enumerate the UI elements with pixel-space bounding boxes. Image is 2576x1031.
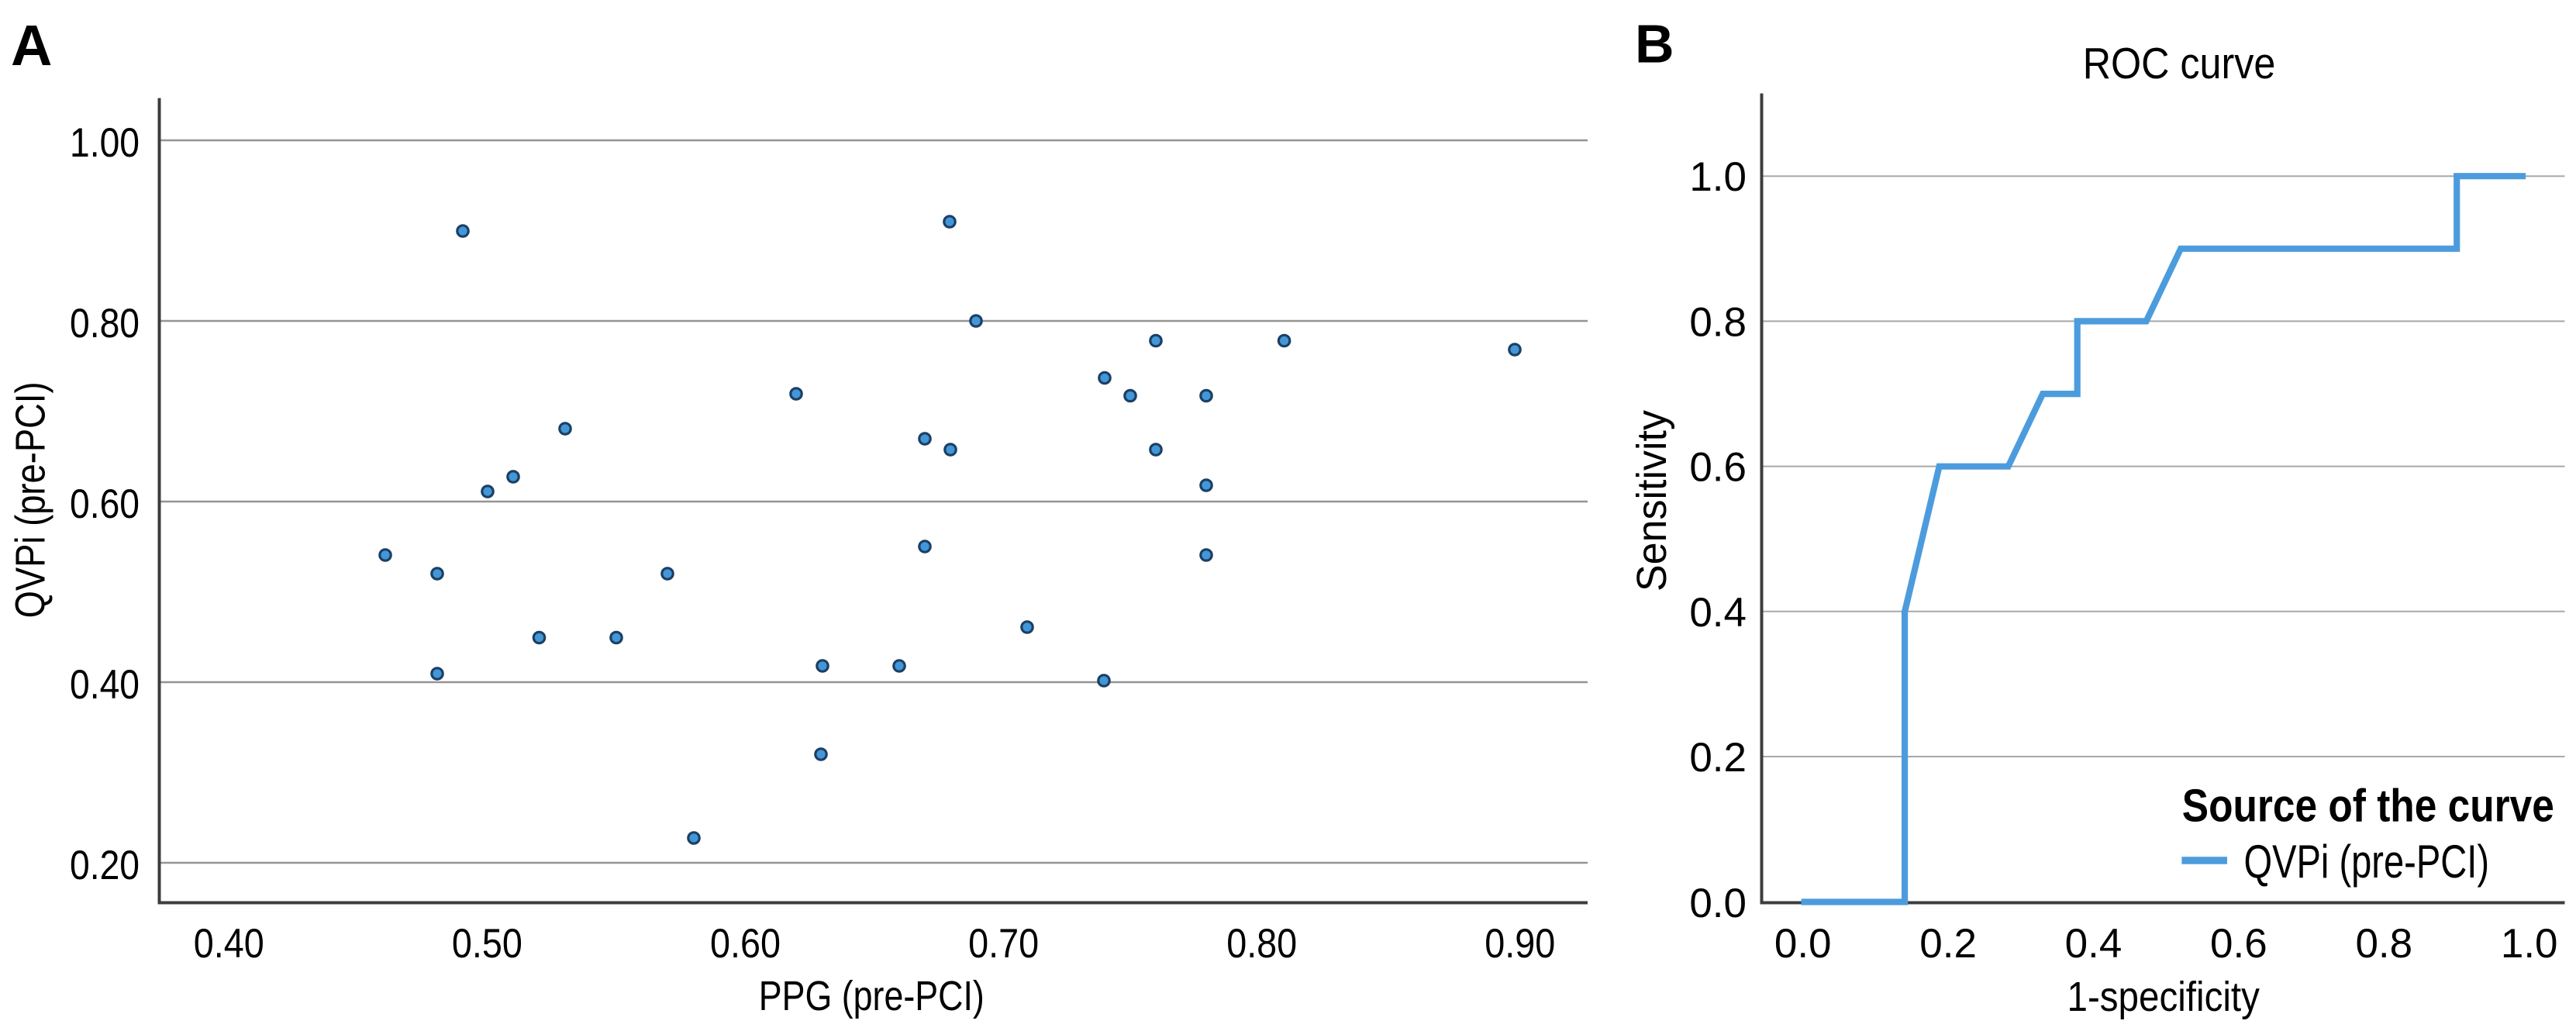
svg-text:PPG (pre-PCI): PPG (pre-PCI) [759,973,985,1019]
svg-text:0.0: 0.0 [1774,921,1832,967]
svg-text:0.90: 0.90 [1485,921,1555,967]
svg-text:0.50: 0.50 [452,921,522,967]
svg-text:0.80: 0.80 [70,301,140,347]
svg-text:0.40: 0.40 [70,662,140,708]
svg-text:Source of the curve: Source of the curve [2182,781,2554,832]
svg-text:A: A [11,13,52,78]
svg-text:0.20: 0.20 [70,843,140,888]
svg-text:0.4: 0.4 [2065,921,2123,967]
svg-text:1.0: 1.0 [1689,154,1747,200]
svg-text:0.2: 0.2 [1689,735,1747,781]
svg-text:0.40: 0.40 [194,921,264,967]
svg-text:0.80: 0.80 [1226,921,1297,967]
svg-text:0.2: 0.2 [1919,921,1977,967]
svg-text:QVPi (pre-PCI): QVPi (pre-PCI) [2244,836,2490,888]
svg-text:0.8: 0.8 [2355,921,2412,967]
svg-text:ROC curve: ROC curve [2083,39,2276,88]
svg-text:0.70: 0.70 [968,921,1039,967]
svg-text:1-specificity: 1-specificity [2067,974,2260,1020]
svg-text:0.0: 0.0 [1689,881,1747,926]
svg-text:Sensitivity: Sensitivity [1629,410,1675,591]
svg-text:0.60: 0.60 [70,481,140,527]
svg-text:1.00: 1.00 [70,120,140,166]
svg-text:0.60: 0.60 [710,921,781,967]
svg-text:0.6: 0.6 [2210,921,2267,967]
svg-text:B: B [1635,14,1674,74]
svg-text:0.4: 0.4 [1689,590,1747,636]
svg-text:0.6: 0.6 [1689,445,1747,491]
svg-text:QVPi (pre-PCI): QVPi (pre-PCI) [8,381,54,618]
svg-text:1.0: 1.0 [2501,921,2558,967]
svg-text:0.8: 0.8 [1689,299,1747,345]
